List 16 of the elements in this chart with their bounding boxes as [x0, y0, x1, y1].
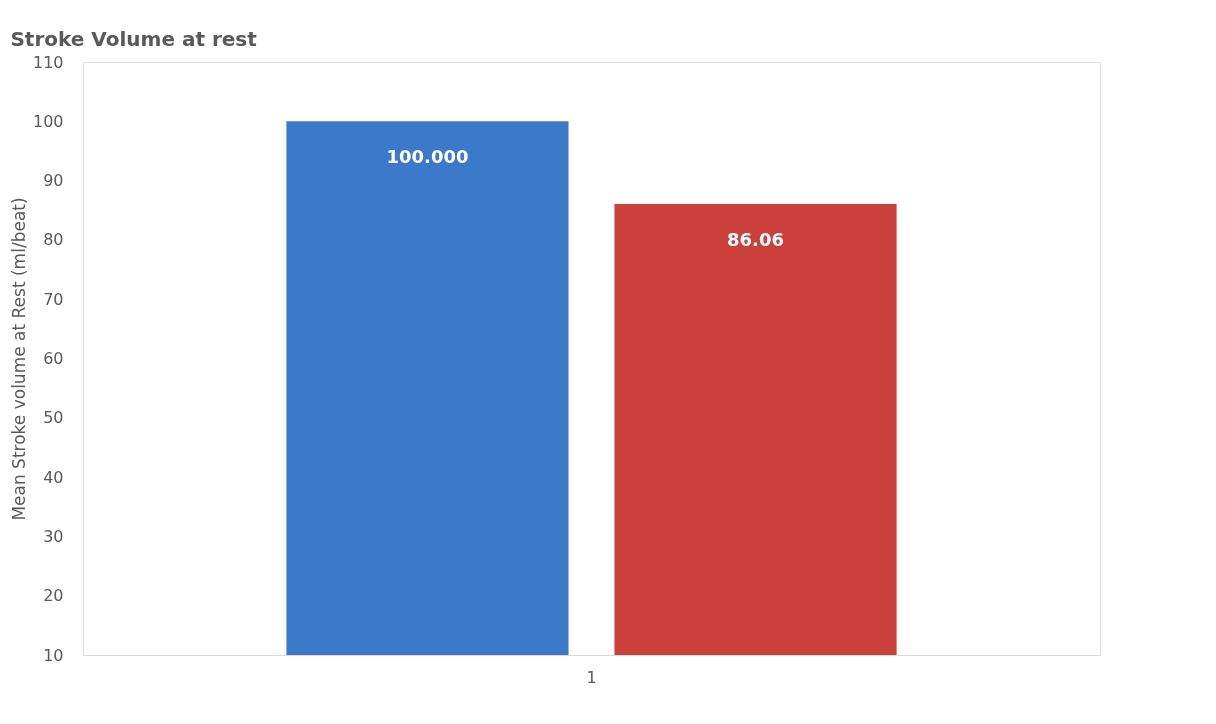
y-tick-label: 50	[43, 408, 64, 428]
y-tick-label: 20	[43, 586, 64, 606]
y-tick-label: 90	[43, 171, 64, 191]
data-label: 100.000	[386, 146, 469, 168]
y-tick-label: 80	[43, 230, 64, 250]
y-tick-label: 60	[43, 349, 64, 368]
y-axis-title: Mean Stroke volume at Rest (ml/beat)	[8, 197, 29, 521]
chart-title: Stroke Volume at rest	[10, 27, 258, 51]
y-tick-label: 110	[32, 52, 64, 72]
data-label: 86.06	[727, 228, 784, 250]
y-tick-label: 100	[32, 111, 64, 131]
y-tick-label: 40	[43, 467, 64, 487]
y-tick-label: 30	[43, 526, 64, 546]
y-tick-label: 70	[43, 289, 64, 309]
x-tick-label: 1	[586, 667, 597, 687]
y-tick-label: 10	[43, 645, 64, 665]
